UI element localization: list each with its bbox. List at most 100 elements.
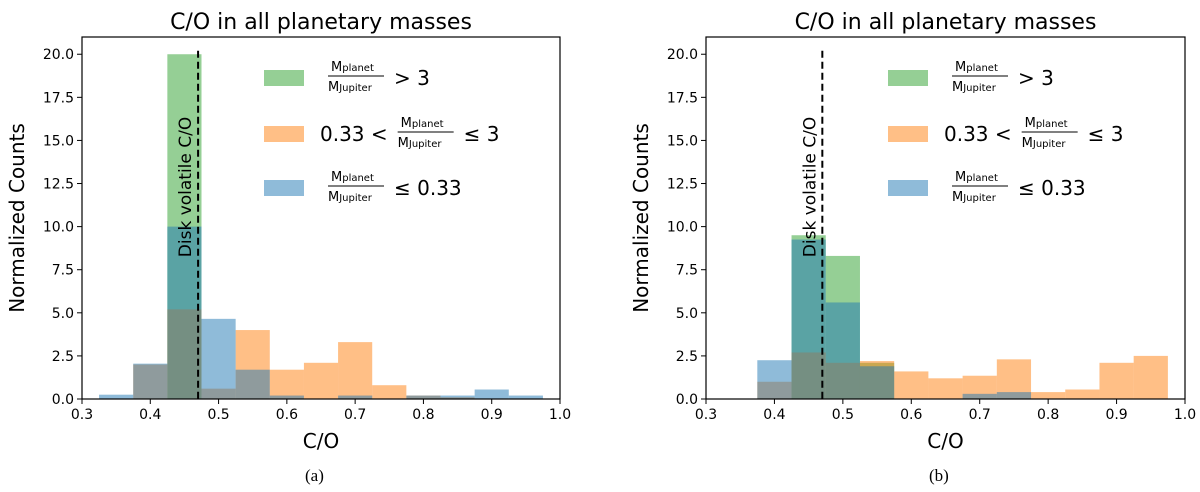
legend-swatch	[888, 180, 928, 196]
x-tick-label: 1.0	[1174, 407, 1196, 423]
bar-le033	[269, 395, 304, 399]
bar-le033	[406, 395, 441, 399]
chart-title: C/O in all planetary masses	[795, 10, 1097, 35]
bar-mid	[303, 362, 339, 399]
legend-swatch	[264, 180, 304, 196]
bar-mid	[1133, 355, 1168, 399]
legend-entry-mid: 0.33 < Mplanet MJupiter ≤ 3	[888, 116, 1124, 151]
legend-denominator: MJupiter	[328, 80, 373, 95]
x-tick-label: 1.0	[549, 407, 571, 423]
legend-numerator: Mplanet	[331, 60, 374, 75]
bar-le033	[474, 389, 509, 399]
y-tick-label: 7.5	[52, 263, 74, 279]
legend-entry-gt3: Mplanet MJupiter > 3	[888, 60, 1054, 95]
chart-a: Disk volatile C/O 0.3 0.4 0.5 0.6 0.7 0.8 0.9 1.…	[5, 10, 571, 453]
x-tick-label: 0.6	[276, 407, 298, 423]
bar-mid	[1031, 392, 1066, 399]
x-tick-label: 0.3	[695, 407, 717, 423]
bar-le033	[440, 395, 475, 399]
y-tick-label: 15.0	[43, 133, 74, 149]
y-axis-label: Normalized Counts	[5, 123, 29, 313]
y-tick-label: 7.5	[676, 263, 698, 279]
legend-entry-le033: Mplanet MJupiter ≤ 0.33	[264, 170, 462, 205]
bar-le033	[962, 393, 997, 399]
legend-numerator: Mplanet	[1025, 116, 1068, 131]
bar-mid	[1099, 362, 1134, 399]
legend-swatch	[888, 126, 928, 142]
y-tick-label: 15.0	[667, 133, 698, 149]
x-tick-label: 0.9	[1105, 407, 1127, 423]
bar-le033	[791, 239, 826, 399]
legend-relation: ≤ 0.33	[394, 176, 462, 200]
legend-swatch	[264, 70, 304, 86]
x-axis-label: C/O	[303, 429, 339, 453]
y-tick-label: 12.5	[667, 177, 698, 193]
x-tick-label: 0.8	[412, 407, 434, 423]
bar-mid	[372, 385, 407, 399]
legend-denominator: MJupiter	[952, 80, 997, 95]
bar-mid	[269, 369, 304, 399]
caption-a: (a)	[305, 466, 324, 485]
legend-numerator: Mplanet	[401, 116, 444, 131]
y-tick-label: 10.0	[43, 220, 74, 236]
x-tick-label: 0.3	[71, 407, 93, 423]
chart-title: C/O in all planetary masses	[170, 10, 472, 35]
legend-relation: > 3	[394, 66, 430, 90]
bar-le033	[996, 392, 1032, 399]
x-tick-label: 0.7	[969, 407, 991, 423]
legend-entry-le033: Mplanet MJupiter ≤ 0.33	[888, 170, 1086, 205]
y-tick-label: 17.5	[667, 90, 698, 106]
x-tick-label: 0.9	[481, 407, 503, 423]
y-tick-label: 17.5	[43, 90, 74, 106]
legend-denominator: MJupiter	[328, 190, 373, 205]
legend-entry-mid: 0.33 < Mplanet MJupiter ≤ 3	[264, 116, 500, 151]
y-tick-label: 2.5	[676, 349, 698, 365]
disk-volatile-label: Disk volatile C/O	[176, 117, 196, 257]
legend-numerator: Mplanet	[955, 60, 998, 75]
legend-swatch	[264, 126, 304, 142]
legend-swatch	[888, 70, 928, 86]
bar-le033	[133, 363, 168, 399]
legend-denominator: MJupiter	[952, 190, 997, 205]
y-tick-label: 20.0	[667, 47, 698, 63]
legend-relation: ≤ 0.33	[1018, 176, 1086, 200]
axes-frame	[705, 36, 1186, 400]
legend-denominator: MJupiter	[1022, 136, 1067, 151]
legend-prefix: 0.33 <	[320, 122, 388, 146]
x-tick-label: 0.8	[1037, 407, 1059, 423]
y-tick-label: 20.0	[43, 47, 74, 63]
x-tick-label: 0.7	[344, 407, 366, 423]
x-tick-label: 0.5	[832, 407, 854, 423]
caption-b: (b)	[929, 466, 949, 485]
bar-mid	[962, 375, 997, 399]
y-tick-label: 10.0	[667, 220, 698, 236]
legend-relation: ≤ 3	[1088, 122, 1124, 146]
bar-le033	[859, 366, 895, 399]
y-tick-label: 5.0	[52, 306, 74, 322]
x-tick-label: 0.6	[900, 407, 922, 423]
disk-volatile-label: Disk volatile C/O	[800, 117, 820, 257]
bar-le033	[235, 369, 270, 399]
bar-le033	[825, 302, 860, 399]
legend-prefix: 0.33 <	[944, 122, 1012, 146]
legend-denominator: MJupiter	[398, 136, 443, 151]
y-tick-label: 0.0	[52, 392, 74, 408]
x-axis-label: C/O	[927, 429, 963, 453]
legend-entry-gt3: Mplanet MJupiter > 3	[264, 60, 430, 95]
bar-mid	[894, 371, 929, 399]
y-tick-label: 5.0	[676, 306, 698, 322]
x-tick-label: 0.4	[139, 407, 161, 423]
axes-frame	[81, 36, 561, 400]
chart-b: Disk volatile C/O 0.3 0.4 0.5 0.6 0.7 0.8 0.9 1.…	[629, 10, 1196, 453]
legend-relation: > 3	[1018, 66, 1054, 90]
bar-le033	[757, 360, 792, 399]
y-tick-label: 2.5	[52, 349, 74, 365]
bar-le033	[508, 395, 543, 399]
bar-mid	[1065, 389, 1100, 399]
x-tick-label: 0.5	[207, 407, 229, 423]
bar-le033	[99, 394, 134, 399]
y-axis-label: Normalized Counts	[629, 123, 653, 313]
bar-mid	[928, 378, 963, 399]
legend-numerator: Mplanet	[331, 170, 374, 185]
